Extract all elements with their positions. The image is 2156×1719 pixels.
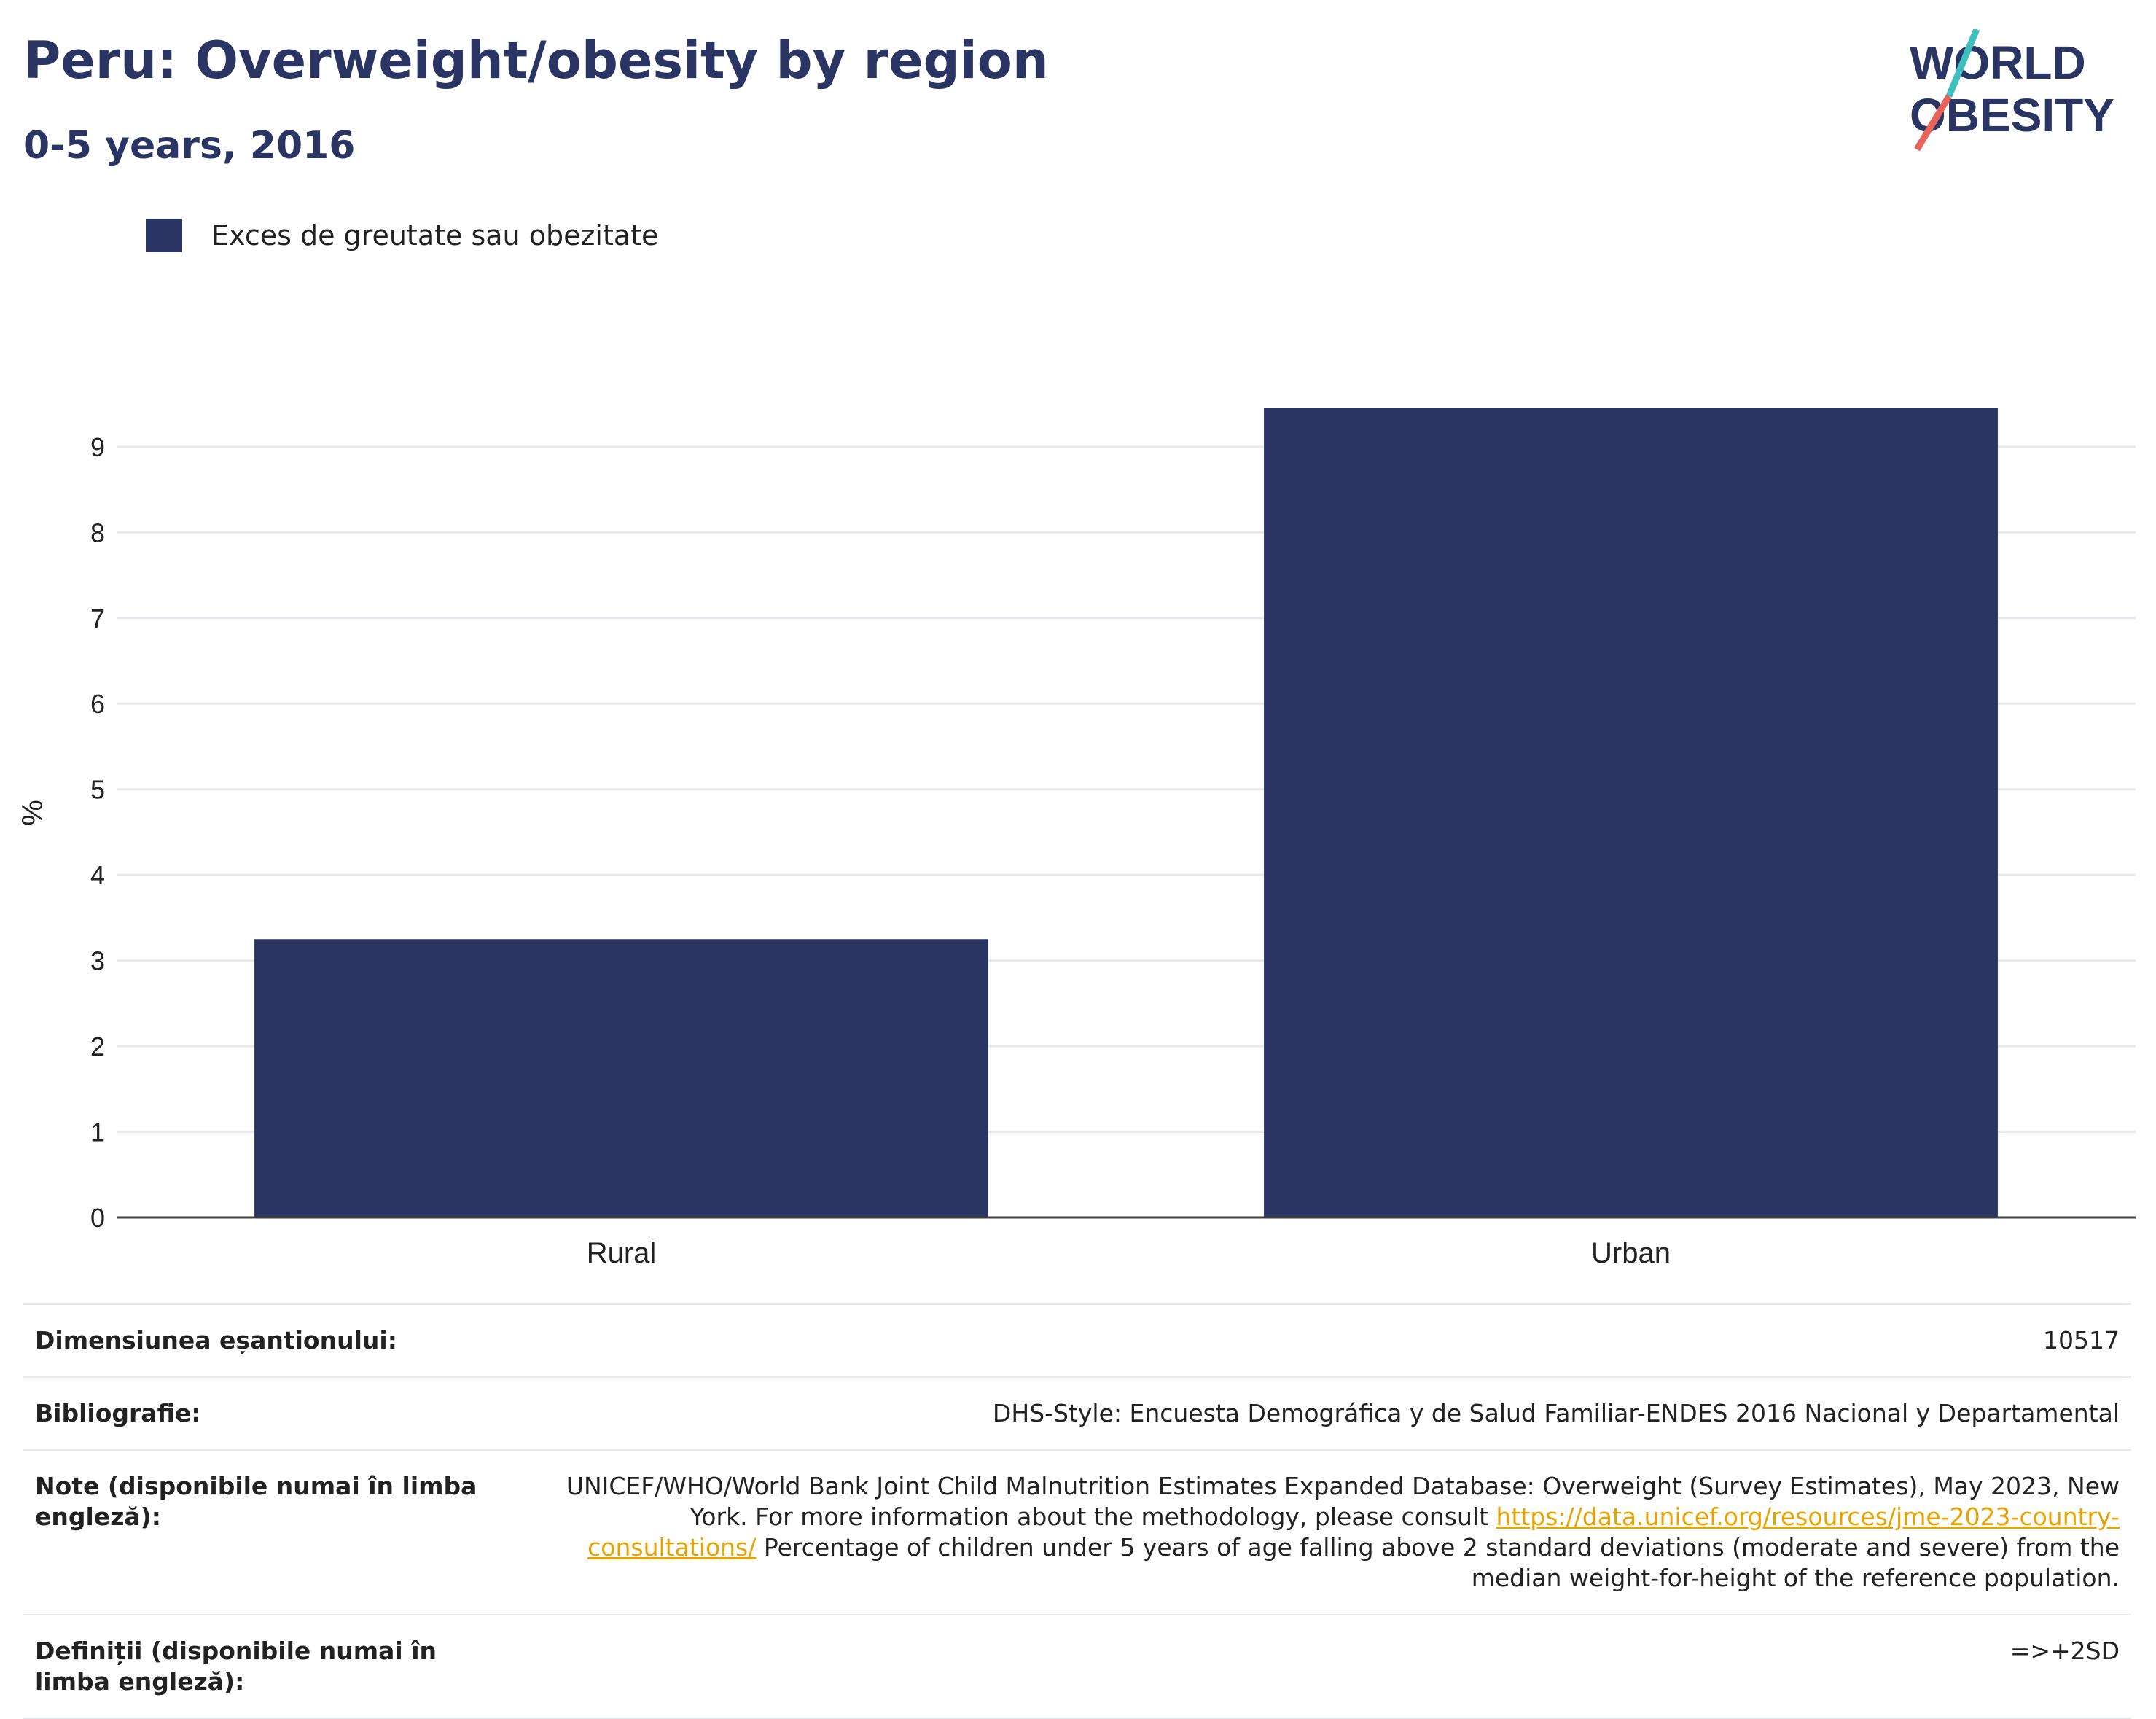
y-axis-label: % bbox=[17, 800, 49, 826]
notes-value: UNICEF/WHO/World Bank Joint Child Malnut… bbox=[545, 1471, 2120, 1594]
chart-subtitle: 0-5 years, 2016 bbox=[23, 124, 356, 168]
definitions-value: =>+2SD bbox=[2009, 1637, 2120, 1665]
y-tick-label: 0 bbox=[90, 1203, 105, 1233]
legend-label: Exces de greutate sau obezitate bbox=[211, 219, 659, 252]
legend-swatch bbox=[146, 219, 182, 252]
world-obesity-logo: WORLD OBESITY bbox=[1910, 29, 2114, 152]
chart-legend: Exces de greutate sau obezitate bbox=[146, 217, 658, 254]
y-tick-label: 7 bbox=[90, 604, 105, 634]
x-axis-ticks: Rural Urban bbox=[587, 1237, 1671, 1269]
y-tick-label: 5 bbox=[90, 775, 105, 805]
logo-slash-red bbox=[1914, 94, 1952, 152]
bibliography-label: Bibliografie: bbox=[35, 1399, 201, 1427]
bar-rural bbox=[254, 939, 988, 1217]
footer-table: Dimensiunea eșantionului: 10517 Bibliogr… bbox=[23, 1303, 2131, 1719]
y-tick-label: 2 bbox=[90, 1032, 105, 1061]
bar-urban bbox=[1264, 408, 1998, 1217]
footer-row-sample: Dimensiunea eșantionului: 10517 bbox=[23, 1303, 2131, 1376]
footer-row-bibliography: Bibliografie: DHS-Style: Encuesta Demogr… bbox=[23, 1376, 2131, 1449]
footer-row-definitions: Definiții (disponibile numai în limba en… bbox=[23, 1614, 2131, 1719]
x-tick-label: Urban bbox=[1591, 1237, 1671, 1269]
y-tick-label: 8 bbox=[90, 518, 105, 547]
notes-link[interactable]: https://data.unicef.org/resources/jme-20… bbox=[587, 1502, 2120, 1562]
y-tick-label: 6 bbox=[90, 689, 105, 719]
x-tick-label: Rural bbox=[587, 1237, 657, 1269]
bars bbox=[254, 408, 1998, 1217]
y-tick-label: 3 bbox=[90, 946, 105, 976]
notes-label: Note (disponibile numai în limba engleză… bbox=[35, 1472, 477, 1531]
notes-text-1: UNICEF/WHO/World Bank Joint Child Malnut… bbox=[566, 1472, 2120, 1531]
logo-line-2: OBESITY bbox=[1910, 89, 2114, 141]
y-tick-label: 9 bbox=[90, 432, 105, 462]
notes-text-2: Percentage of children under 5 years of … bbox=[756, 1533, 2120, 1592]
logo-line-1: WORLD bbox=[1910, 36, 2086, 89]
y-axis-ticks: 0 1 2 3 4 5 6 7 8 9 bbox=[90, 432, 105, 1233]
sample-size-label: Dimensiunea eșantionului: bbox=[35, 1326, 397, 1354]
definitions-label: Definiții (disponibile numai în limba en… bbox=[35, 1637, 437, 1696]
bar-chart: 0 1 2 3 4 5 6 7 8 9 Rural Urban % bbox=[17, 408, 2136, 1269]
chart-title: Peru: Overweight/obesity by region bbox=[23, 31, 1049, 90]
logo-slash-teal bbox=[1945, 29, 1980, 98]
sample-size-value: 10517 bbox=[2043, 1326, 2120, 1354]
y-tick-label: 4 bbox=[90, 860, 105, 890]
y-tick-label: 1 bbox=[90, 1118, 105, 1147]
footer-row-notes: Note (disponibile numai în limba engleză… bbox=[23, 1449, 2131, 1614]
bibliography-value: DHS-Style: Encuesta Demográfica y de Sal… bbox=[992, 1399, 2120, 1427]
